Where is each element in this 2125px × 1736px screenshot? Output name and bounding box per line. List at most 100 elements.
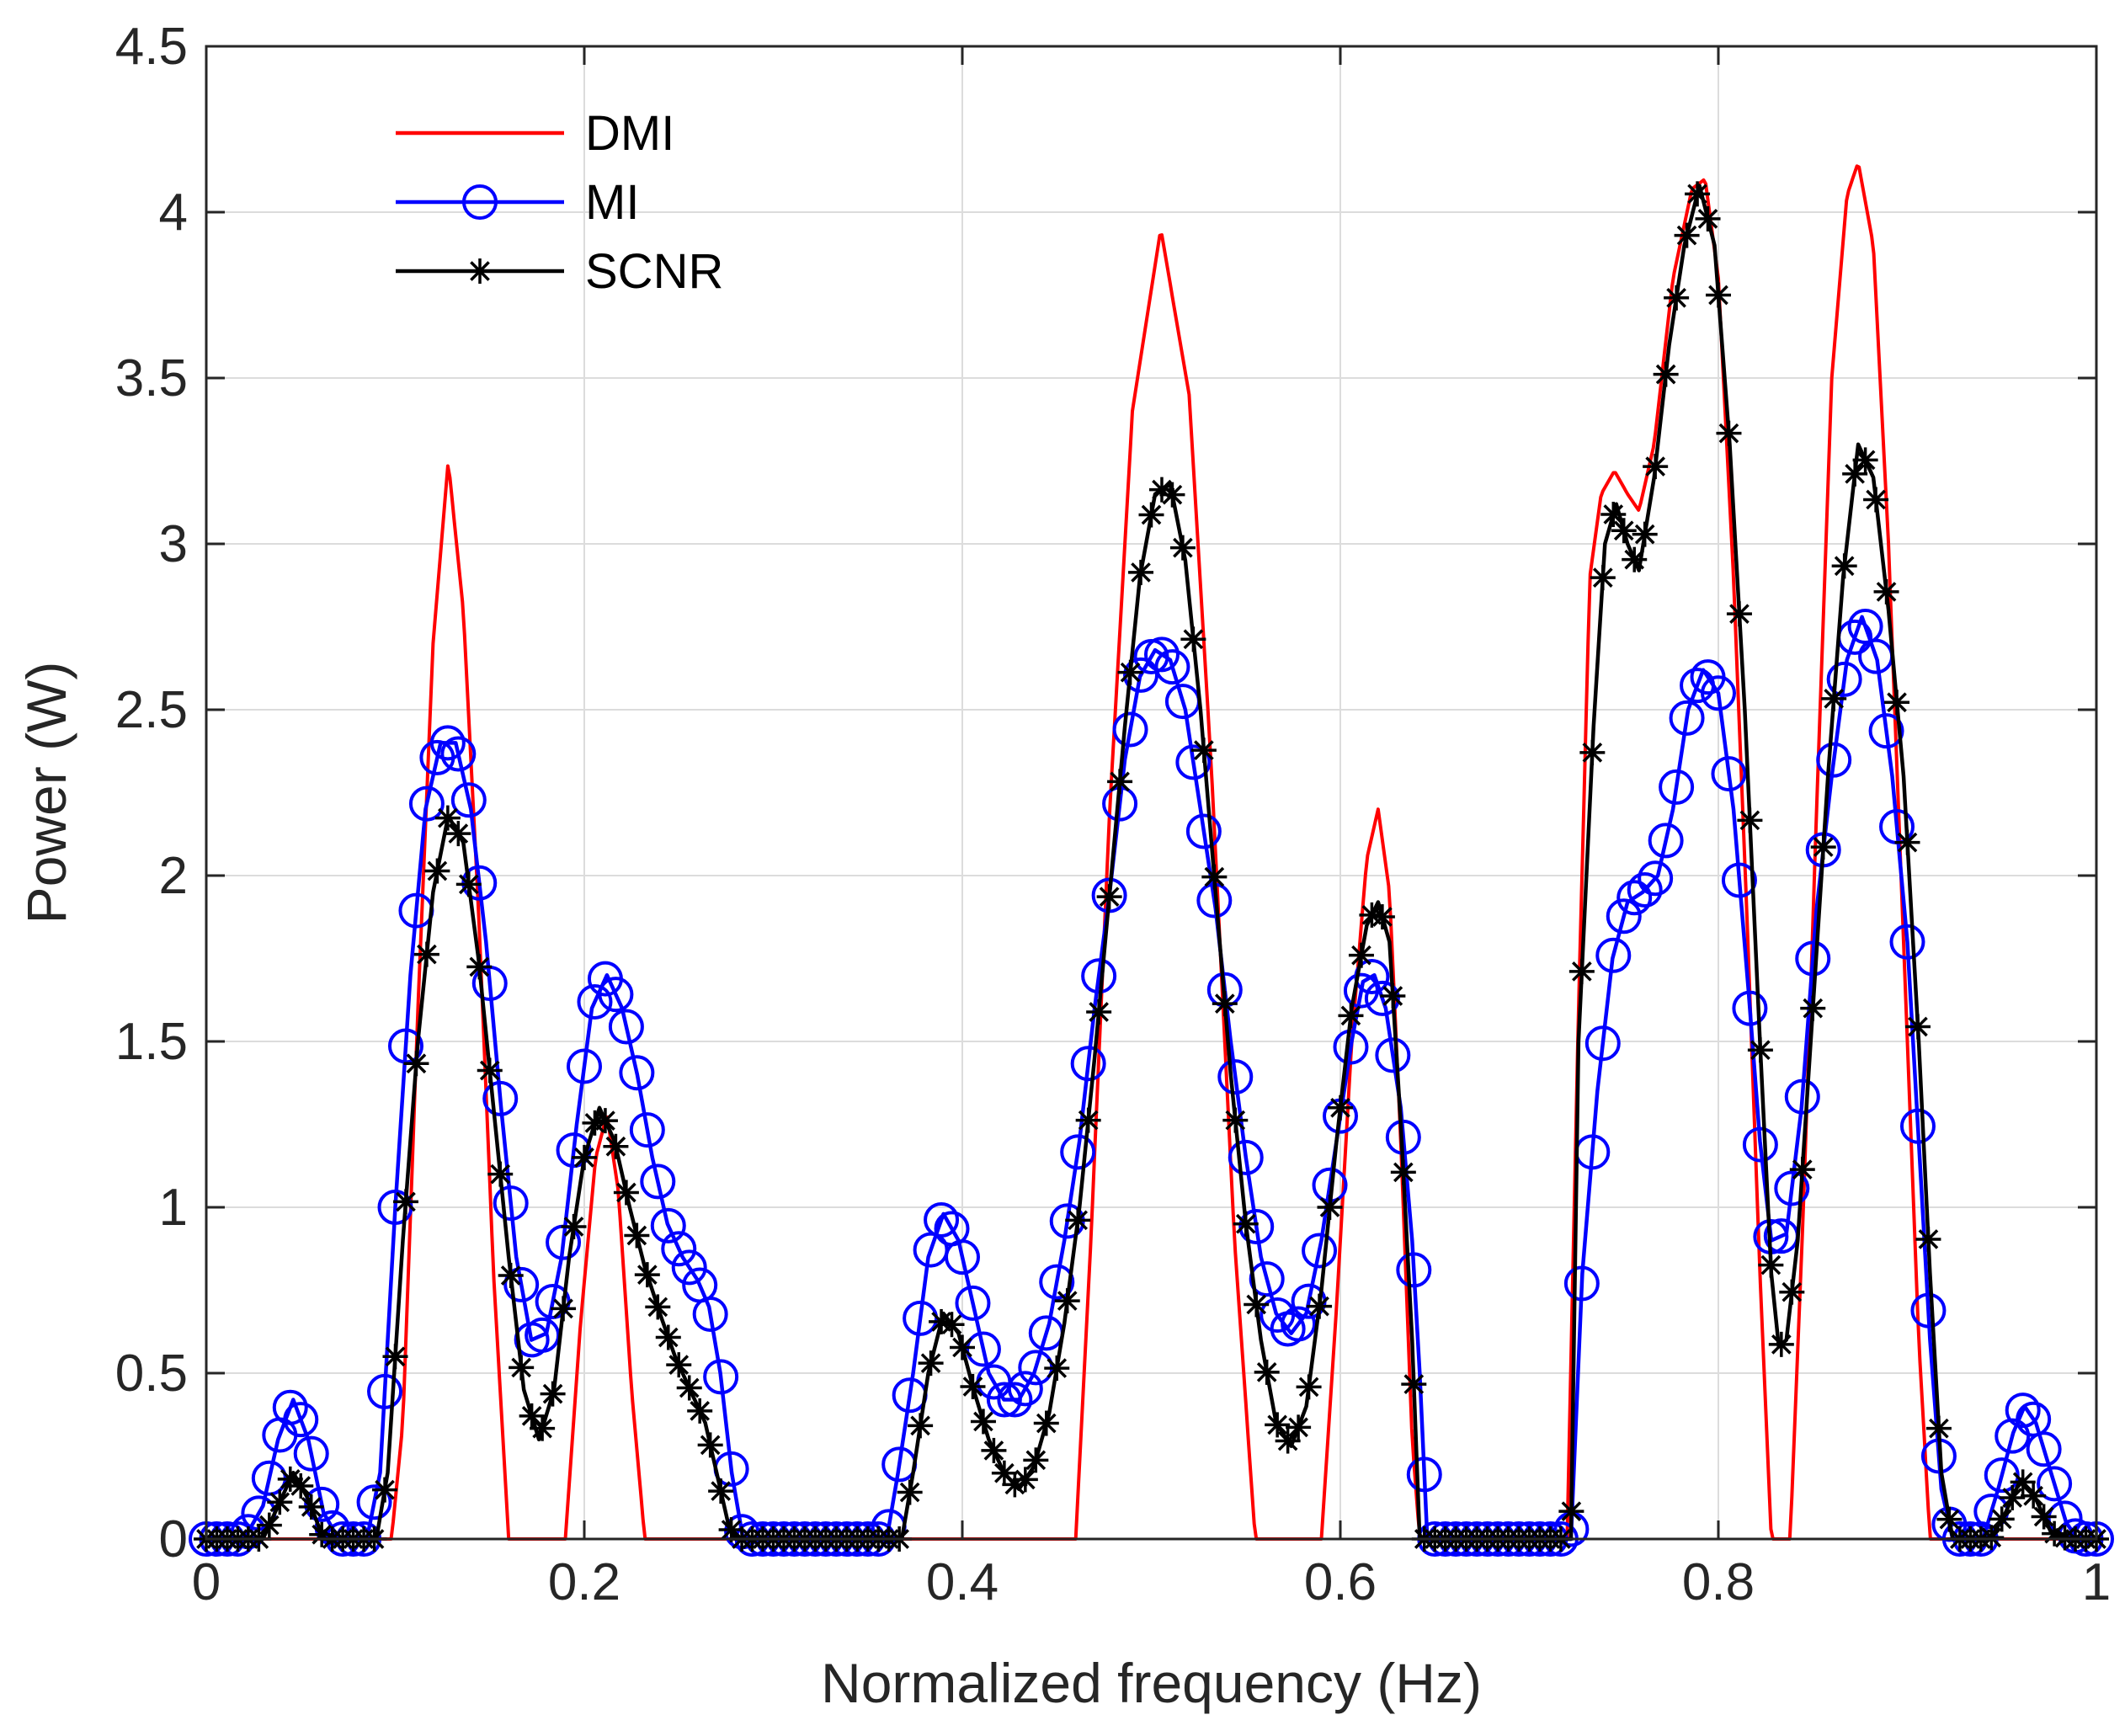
circle-marker <box>1899 1108 1936 1144</box>
star-marker <box>1023 1447 1049 1473</box>
star-marker <box>1212 991 1238 1017</box>
circle-marker <box>1701 675 1736 711</box>
legend-label-dmi: DMI <box>585 106 674 161</box>
star-marker <box>509 1355 535 1381</box>
star-marker <box>708 1478 734 1504</box>
star-marker <box>1201 864 1228 890</box>
star-marker <box>1842 461 1868 487</box>
circle-marker <box>1868 713 1904 749</box>
star-marker <box>1075 1107 1101 1133</box>
star-marker <box>1086 998 1112 1025</box>
circle-marker <box>640 1164 676 1200</box>
circle-marker <box>1396 1252 1432 1288</box>
circle-marker <box>493 1185 529 1222</box>
circle-marker <box>1007 1371 1043 1407</box>
circle-marker <box>1112 711 1148 748</box>
legend-circle-marker <box>462 184 498 220</box>
circle-marker <box>1175 744 1212 780</box>
star-marker <box>1800 995 1826 1021</box>
axis-ticks: 0 0.2 0.4 0.6 0.8 1 0 0.5 1 1.5 2 2.5 3 3.5 4 4.5 <box>115 18 2111 1611</box>
x-tick-label: 0.8 <box>1682 1553 1755 1611</box>
circle-marker <box>1774 1170 1810 1206</box>
plot-frame <box>205 45 2098 1541</box>
star-marker <box>2021 1483 2047 1509</box>
star-marker <box>1169 535 1196 561</box>
star-marker <box>1716 420 1742 446</box>
circle-marker <box>598 977 634 1013</box>
star-marker <box>1979 1525 2005 1551</box>
star-marker <box>256 1512 282 1538</box>
star-marker <box>960 1373 986 1399</box>
star-marker <box>1600 501 1627 527</box>
star-marker <box>403 1051 429 1077</box>
star-marker <box>540 1381 566 1407</box>
star-marker <box>897 1479 923 1505</box>
star-marker <box>603 1133 629 1159</box>
star-marker <box>2000 1484 2026 1510</box>
legend-item-scnr: SCNR <box>396 244 723 299</box>
star-marker <box>918 1350 944 1377</box>
circle-marker <box>567 1048 602 1084</box>
star-marker <box>1831 553 1857 579</box>
star-marker <box>1138 502 1164 528</box>
star-marker <box>1338 1003 1364 1029</box>
circle-marker <box>1185 813 1222 849</box>
circle-marker <box>387 1028 423 1064</box>
star-marker <box>1044 1355 1070 1382</box>
star-marker <box>1904 1014 1931 1040</box>
circle-marker <box>1584 1025 1621 1062</box>
circle-marker <box>1910 1292 1947 1329</box>
circle-marker <box>356 1484 392 1520</box>
star-marker <box>1296 1374 1322 1400</box>
star-marker <box>309 1521 335 1547</box>
star-marker <box>382 1344 408 1370</box>
star-marker <box>1685 181 1711 207</box>
star-marker <box>1012 1467 1038 1493</box>
star-marker <box>1348 942 1374 968</box>
circle-marker <box>997 1382 1033 1418</box>
star-marker <box>1643 454 1669 480</box>
circle-marker <box>1563 1265 1600 1302</box>
star-marker <box>1695 205 1721 232</box>
circle-marker <box>367 1373 403 1409</box>
circle-marker <box>1364 980 1400 1016</box>
circle-marker <box>272 1389 308 1425</box>
circle-marker <box>1070 1046 1106 1082</box>
star-marker <box>1737 807 1763 833</box>
y-tick-label: 4.5 <box>115 18 188 76</box>
circle-marker <box>1281 1306 1317 1342</box>
star-marker <box>1821 685 1847 711</box>
circle-marker <box>2037 1466 2073 1502</box>
star-marker <box>1863 487 1889 513</box>
star-marker <box>1810 834 1836 860</box>
circle-marker <box>1732 990 1768 1026</box>
star-marker <box>445 821 471 847</box>
star-marker <box>1033 1410 1059 1436</box>
star-marker <box>1190 738 1217 764</box>
star-marker <box>624 1222 650 1249</box>
x-tick-label: 0.2 <box>548 1553 620 1611</box>
star-marker <box>634 1262 660 1288</box>
star-marker <box>1369 904 1395 930</box>
star-marker <box>1989 1506 2015 1532</box>
circle-marker <box>429 725 466 761</box>
star-marker <box>424 858 450 884</box>
y-tick-label: 3 <box>159 515 188 573</box>
x-tick-label: 0 <box>192 1553 221 1611</box>
star-marker <box>1936 1506 1963 1532</box>
star-marker <box>1275 1428 1301 1454</box>
x-axis-title: Normalized frequency (Hz) <box>821 1652 1482 1714</box>
star-marker <box>392 1189 418 1215</box>
circle-marker <box>293 1435 329 1472</box>
star-marker <box>467 258 493 284</box>
star-marker <box>1286 1414 1312 1440</box>
star-marker <box>1233 1211 1259 1237</box>
star-marker <box>1244 1291 1270 1318</box>
circle-marker <box>1711 756 1747 792</box>
y-tick-label: 1.5 <box>115 1013 188 1071</box>
circle-marker <box>1616 880 1653 916</box>
circle-marker <box>503 1266 540 1302</box>
star-marker <box>1789 1157 1815 1183</box>
circle-marker <box>1154 649 1190 685</box>
